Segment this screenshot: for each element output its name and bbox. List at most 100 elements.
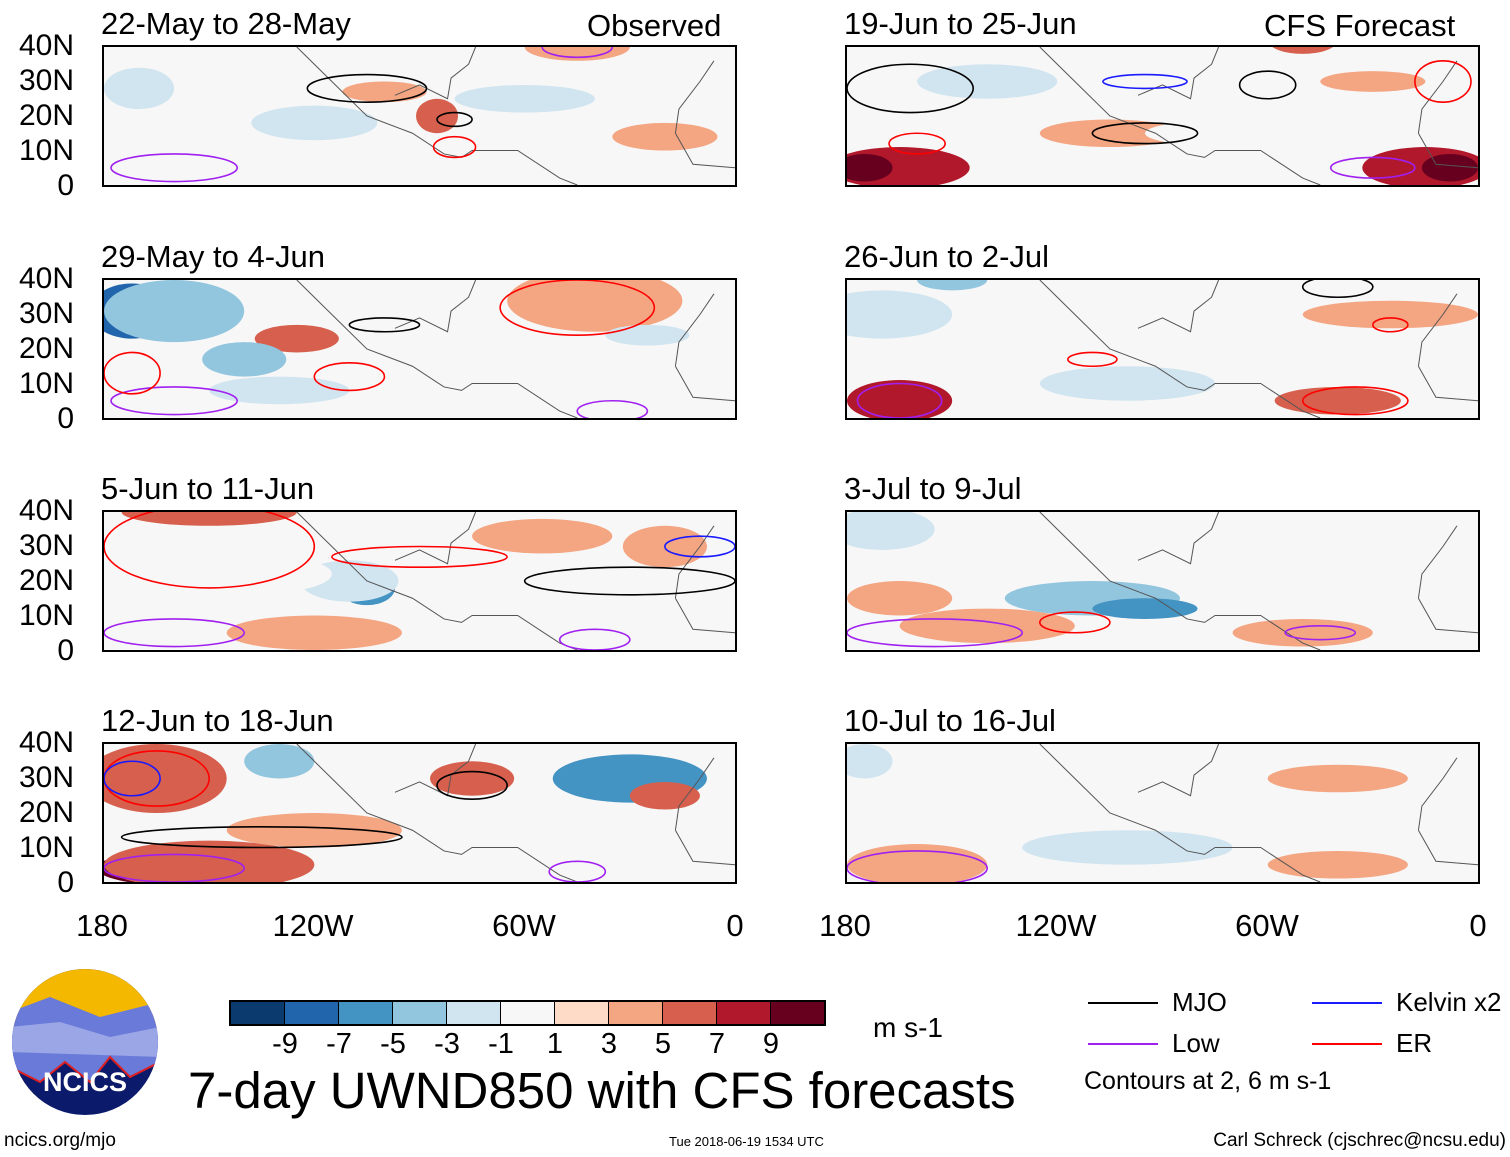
wind-anomaly-shading [605,324,690,346]
lat-label: 40N [18,494,74,527]
wind-anomaly-shading [209,376,350,405]
colorbar-swatch [555,1002,609,1024]
contour-low [558,628,631,650]
wind-anomaly-shading [104,280,245,343]
lat-label: 0 [57,866,74,899]
contour-low [856,382,943,418]
wind-anomaly-shading [917,64,1058,99]
contour-kelvin [104,760,161,797]
lat-label: 20N [18,564,74,597]
wind-anomaly-shading [847,581,953,616]
wind-anomaly-shading [121,512,297,526]
observed-header: Observed [587,8,722,43]
legend-mjo: MJO [1088,987,1227,1018]
contour-mjo [436,111,473,128]
lat-label: 30N [18,64,74,97]
panel-title: 12-Jun to 18-Jun [101,703,334,738]
map-panel [102,510,737,652]
lat-label: 40N [18,29,74,62]
colorbar-swatch [447,1002,501,1024]
lon-label: 120W [272,908,354,943]
wind-anomaly-shading [202,342,287,377]
wind-anomaly-shading [1144,806,1321,834]
lat-label: 10N [18,599,74,632]
main-title: 7-day UWND850 with CFS forecasts [188,1062,1016,1119]
wind-anomaly-shading [1320,71,1426,92]
lon-label: 120W [1015,908,1097,943]
contour-low [104,618,246,648]
contour-kelvin [664,535,735,558]
colorbar-swatch [231,1002,285,1024]
wind-anomaly-shading [612,122,718,151]
contour-low [110,386,239,416]
coastline [296,744,735,882]
contour-kelvin [1102,73,1188,90]
wind-anomaly-shading [847,844,988,882]
contour-low [847,618,1024,648]
wind-anomaly-shading [1274,386,1401,415]
colorbar-tick: 7 [708,1028,726,1060]
wind-anomaly-shading [430,761,515,796]
footer-credit: Carl Schreck (cjschrec@ncsu.edu) [1213,1130,1506,1151]
contour-low [847,850,989,882]
map-panel [845,278,1480,420]
map-panel [845,742,1480,884]
lon-label: 60W [1235,908,1299,943]
contour-er [1372,317,1409,333]
wind-anomaly-shading [104,840,315,882]
contour-low [576,399,649,418]
legend-low: Low [1088,1028,1220,1059]
contour-mjo [120,826,403,849]
wind-anomaly-shading [847,290,953,339]
map-panel [845,45,1480,187]
panel-title: 19-Jun to 25-Jun [844,6,1077,41]
colorbar-tick: 9 [762,1028,780,1060]
lat-label: 30N [18,761,74,794]
contour-mjo [306,73,428,104]
contour-mjo [1301,280,1374,299]
contour-er [104,351,161,395]
wind-anomaly-shading [507,280,683,332]
lat-label: 30N [18,529,74,562]
contour-mjo [847,63,974,114]
colorbar-tick: -3 [434,1028,460,1060]
wind-anomaly-shading [244,744,315,779]
footer-url[interactable]: ncics.org/mjo [4,1130,116,1151]
wind-anomaly-shading [1302,300,1478,329]
lat-label: 0 [57,634,74,667]
lat-label: 20N [18,332,74,365]
wind-anomaly-shading [524,47,630,61]
contour-low [1329,156,1416,179]
colorbar-swatch [501,1002,555,1024]
contour-er [1414,59,1472,104]
map-panel [102,45,737,187]
lat-label: 0 [57,169,74,202]
contour-er [888,132,946,155]
wind-anomaly-shading [254,324,339,353]
wind-anomaly-shading [1267,764,1408,793]
lat-label: 30N [18,297,74,330]
coastline [1039,47,1478,185]
lat-label: 40N [18,726,74,759]
panel-title: 10-Jul to 16-Jul [844,703,1056,738]
contour-er [432,135,477,159]
wind-anomaly-shading [156,553,332,595]
lat-label: 40N [18,262,74,295]
panel-title: 22-May to 28-May [101,6,351,41]
panel-title: 29-May to 4-Jun [101,239,325,274]
map-panel [102,278,737,420]
contour-low [110,153,239,183]
wind-anomaly-shading [1039,366,1216,401]
wind-anomaly-shading [847,153,893,182]
contour-er [104,750,210,807]
wind-anomaly-shading [251,105,378,141]
lat-label: 20N [18,99,74,132]
wind-anomaly-shading [454,84,595,113]
lon-label: 180 [819,908,871,943]
contour-low [1284,625,1357,641]
panel-title: 3-Jul to 9-Jul [844,471,1022,506]
wind-anomaly-shading [415,98,459,134]
legend-er: ER [1312,1028,1432,1059]
legend-kelvin: Kelvin x2 [1312,987,1502,1018]
wind-anomaly-shading [629,781,700,810]
